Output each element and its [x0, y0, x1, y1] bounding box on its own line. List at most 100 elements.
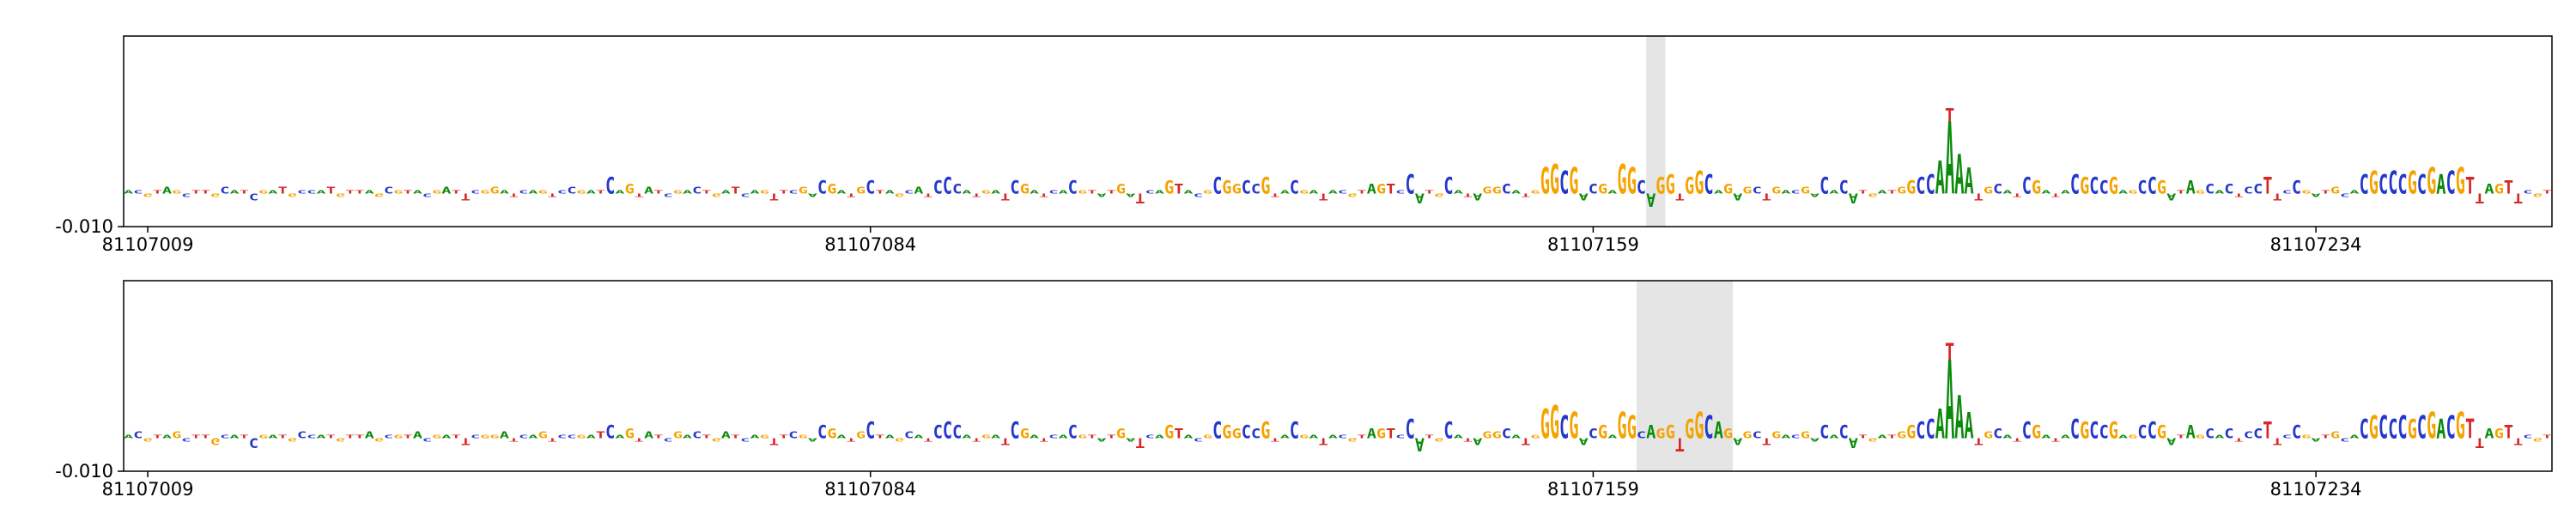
- base-letter: T: [1087, 190, 1097, 195]
- base-letter: C: [2089, 174, 2099, 200]
- base-letter: G: [827, 182, 836, 197]
- base-letter: A: [1877, 190, 1886, 195]
- base-letter: A: [1607, 434, 1617, 439]
- base-letter: A: [1454, 190, 1463, 195]
- base-letter: A: [615, 190, 624, 195]
- base-letter: G: [210, 192, 220, 197]
- base-letter: G: [1617, 158, 1626, 204]
- base-letter: G: [489, 185, 499, 197]
- base-letter: G: [393, 434, 403, 439]
- base-letter: C: [2070, 170, 2080, 202]
- base-letter: G: [1376, 427, 1386, 442]
- base-letter: G: [1482, 185, 1492, 197]
- base-letter: C: [663, 437, 672, 442]
- base-letter: A: [2311, 192, 2320, 197]
- base-letter: G: [576, 190, 586, 195]
- base-letter: G: [856, 430, 866, 441]
- base-letter: A: [441, 185, 451, 197]
- base-letter: C: [249, 434, 258, 450]
- base-letter: C: [471, 434, 480, 439]
- base-letter: G: [1550, 397, 1559, 450]
- x-tick-label: 81107234: [2270, 479, 2362, 500]
- base-letter: T: [2321, 190, 2330, 195]
- base-letter: T: [2543, 190, 2552, 195]
- base-letter: G: [895, 437, 904, 442]
- base-letter: T: [2465, 174, 2475, 200]
- base-letter: G: [1492, 185, 1502, 197]
- base-letter: G: [480, 434, 489, 439]
- base-letter: G: [1694, 165, 1704, 202]
- base-letter: G: [393, 190, 403, 195]
- base-letter: C: [133, 430, 143, 441]
- base-letter: G: [1261, 174, 1270, 200]
- stacked-letter: T: [1945, 340, 1954, 366]
- base-letter: C: [1290, 419, 1299, 445]
- base-letter: G: [1771, 185, 1781, 197]
- base-letter: G: [2196, 190, 2205, 195]
- base-letter: C: [943, 419, 952, 445]
- base-letter: G: [1164, 178, 1174, 198]
- base-letter: T: [2504, 422, 2513, 443]
- base-letter: T: [1762, 191, 1771, 203]
- base-letter: G: [2369, 165, 2379, 202]
- base-letter: C: [692, 430, 702, 441]
- base-letter: T: [2475, 190, 2484, 205]
- base-letter: G: [2080, 174, 2089, 200]
- base-letter: C: [2070, 415, 2080, 446]
- base-letter: A: [836, 190, 846, 195]
- base-letter: T: [702, 434, 711, 439]
- base-letter: T: [326, 434, 336, 439]
- base-letter: G: [288, 192, 297, 197]
- base-letter: G: [2301, 190, 2311, 195]
- base-letter: C: [866, 419, 875, 445]
- base-letter: C: [2397, 409, 2407, 446]
- base-letter: A: [2118, 434, 2128, 439]
- base-letter: T: [1425, 190, 1434, 195]
- base-letter: T: [345, 434, 355, 439]
- base-letter: T: [2513, 436, 2523, 447]
- base-letter: A: [124, 190, 133, 195]
- base-letter: A: [2215, 434, 2224, 439]
- base-letter: T: [509, 437, 519, 442]
- base-letter: G: [2080, 419, 2089, 445]
- base-letter: T: [847, 437, 856, 442]
- base-letter: T: [326, 185, 336, 197]
- base-letter: A: [2002, 434, 2012, 439]
- base-letter: T: [875, 434, 884, 439]
- base-letter: C: [2360, 415, 2369, 446]
- y-axis-label: -0.010: [55, 461, 113, 482]
- base-letter: T: [1000, 436, 1010, 447]
- base-letter: G: [1540, 403, 1550, 449]
- base-letter: T: [1319, 191, 1328, 203]
- base-letter: A: [1059, 190, 1068, 195]
- base-letter: A: [1367, 427, 1377, 442]
- base-letter: C: [1395, 190, 1405, 195]
- base-letter: A: [2186, 178, 2196, 198]
- base-letter: C: [307, 434, 316, 439]
- base-letter: C: [952, 422, 962, 443]
- base-letter: C: [1242, 178, 1251, 198]
- base-letter: G: [981, 434, 991, 439]
- base-letter: T: [731, 185, 740, 197]
- base-letter: G: [1897, 430, 1906, 441]
- base-letter: G: [2032, 422, 2041, 443]
- base-letter: A: [991, 190, 1000, 195]
- base-letter: G: [143, 192, 152, 197]
- base-letter: T: [2273, 436, 2282, 447]
- base-letter: C: [2446, 409, 2456, 446]
- base-letter: A: [2215, 190, 2224, 195]
- base-letter: C: [1790, 190, 1800, 195]
- base-letter: G: [1020, 427, 1030, 442]
- base-letter: A: [413, 190, 422, 195]
- base-letter: C: [1820, 174, 1829, 200]
- base-letter: G: [374, 437, 384, 442]
- base-letter: T: [1425, 434, 1434, 439]
- base-letter: G: [712, 437, 721, 442]
- base-letter: G: [2494, 427, 2504, 442]
- base-letter: G: [432, 434, 441, 439]
- base-letter: A: [1126, 192, 1135, 197]
- base-letter: C: [788, 430, 798, 441]
- base-letter: G: [1723, 427, 1733, 442]
- base-letter: A: [1829, 434, 1838, 439]
- base-letter: T: [153, 190, 162, 195]
